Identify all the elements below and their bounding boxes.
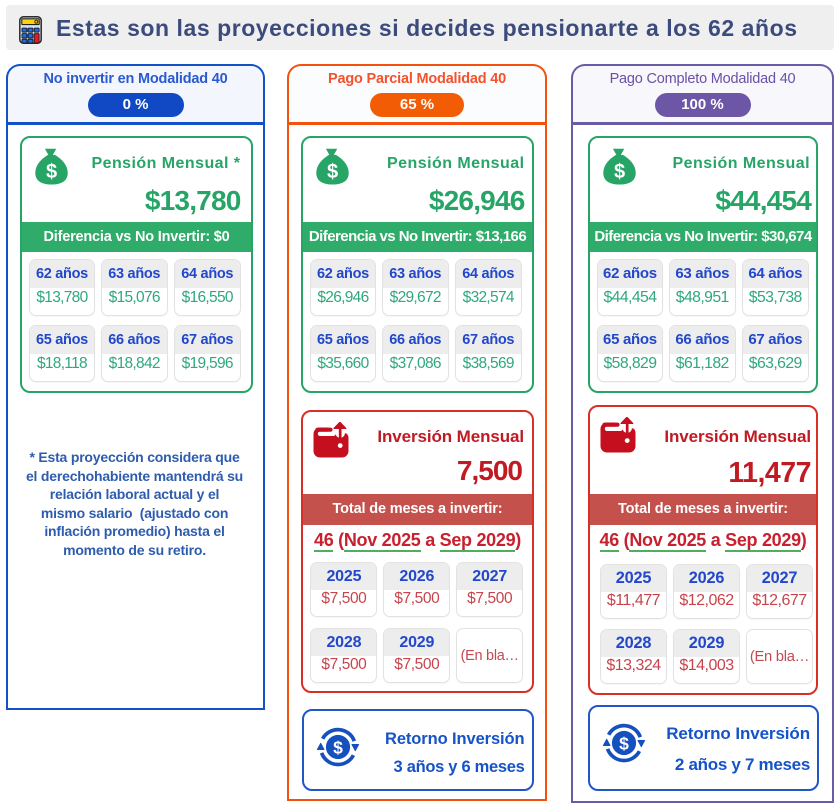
svg-text:$: $ xyxy=(619,734,629,754)
svg-text:$: $ xyxy=(333,738,343,758)
svg-text:$: $ xyxy=(46,161,57,183)
svg-text:$: $ xyxy=(327,161,338,183)
svg-text:$: $ xyxy=(614,161,625,183)
